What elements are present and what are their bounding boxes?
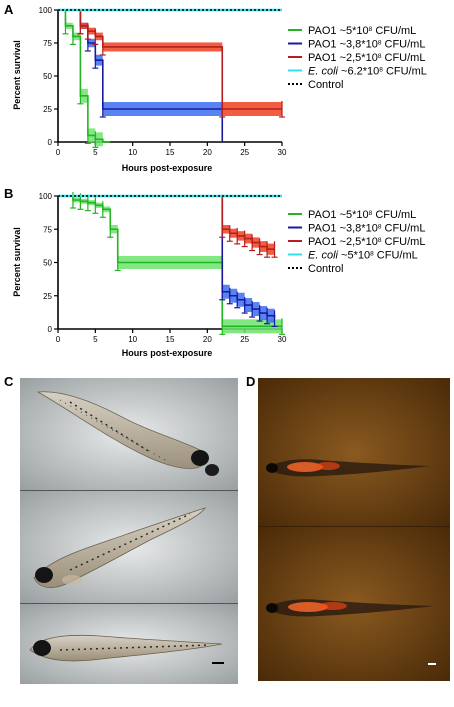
x-tick-label: 5 <box>93 148 98 157</box>
series-blue <box>58 9 224 142</box>
x-tick-label: 15 <box>166 148 175 157</box>
legend-entry: PAO1 ~3,8*108 CFU/mL <box>308 223 425 235</box>
chart-a-ylabel: Percent survival <box>12 40 22 110</box>
y-tick-label: 100 <box>39 192 53 201</box>
y-tick-label: 50 <box>43 259 52 268</box>
zebrafish-larva-1 <box>36 391 219 476</box>
x-tick-label: 25 <box>240 148 249 157</box>
y-tick-label: 0 <box>48 138 53 147</box>
y-tick-label: 25 <box>43 292 52 301</box>
series-line <box>58 9 111 143</box>
legend-entry: PAO1 ~5*108 CFU/mL <box>308 209 416 221</box>
legend-entry: Control <box>308 263 343 275</box>
chart-a-xlabel: Hours post-exposure <box>122 163 213 173</box>
panel-d-images <box>258 378 450 681</box>
x-tick-label: 20 <box>203 335 212 344</box>
legend-entry: Control <box>308 79 343 91</box>
survival-chart-a: Percent survival Hours post-exposure 0 25… <box>12 6 287 173</box>
x-tick-label: 0 <box>56 148 61 157</box>
chart-b-ylabel: Percent survival <box>12 227 22 297</box>
legend-entry: E. coli ~6.2*108 CFU/mL <box>308 66 427 78</box>
series-line <box>58 9 282 110</box>
x-tick-label: 10 <box>128 148 137 157</box>
x-tick-label: 25 <box>240 335 249 344</box>
y-tick-label: 100 <box>39 6 53 15</box>
y-tick-label: 75 <box>43 225 52 234</box>
y-tick-label: 25 <box>43 105 52 114</box>
x-tick-label: 5 <box>93 335 98 344</box>
survival-chart-b: Percent survival Hours post-exposure 0 25… <box>12 191 287 358</box>
series-line <box>58 9 224 142</box>
legend-entry: PAO1 ~5*108 CFU/mL <box>308 25 416 37</box>
legend-entry: PAO1 ~3,8*108 CFU/mL <box>308 39 425 51</box>
y-tick-label: 75 <box>43 39 52 48</box>
x-tick-label: 15 <box>166 335 175 344</box>
legend-entry: PAO1 ~2,5*108 CFU/mL <box>308 236 425 248</box>
panel-letter-b: B <box>4 186 13 201</box>
legend-entry: E. coli ~5*108 CFU/mL <box>308 250 418 262</box>
zebrafish-larva-3 <box>29 634 223 662</box>
x-tick-label: 0 <box>56 335 61 344</box>
legend-entry: PAO1 ~2,5*108 CFU/mL <box>308 52 425 64</box>
legend-b: PAO1 ~5*108 CFU/mL PAO1 ~3,8*108 CFU/mLPA… <box>288 209 425 275</box>
panel-c-images <box>20 378 238 684</box>
x-tick-label: 30 <box>278 335 287 344</box>
x-tick-label: 30 <box>278 148 287 157</box>
series-red <box>58 9 285 118</box>
series-line <box>58 195 282 328</box>
fluorescent-larva-1 <box>266 459 430 477</box>
panel-letter-c: C <box>4 374 14 389</box>
legend-a: PAO1 ~5*108 CFU/mL PAO1 ~3,8*108 CFU/mLPA… <box>288 25 427 91</box>
chart-b-xlabel: Hours post-exposure <box>122 348 213 358</box>
x-tick-label: 10 <box>128 335 137 344</box>
series-blue <box>58 195 278 327</box>
series-green <box>58 191 285 335</box>
zebrafish-larva-2 <box>33 507 206 588</box>
fluorescent-larva-2 <box>266 599 434 617</box>
x-tick-label: 20 <box>203 148 212 157</box>
fluorescence-image-1 <box>258 378 450 526</box>
y-tick-label: 50 <box>43 72 52 81</box>
series-green <box>58 9 111 148</box>
series-red <box>58 195 278 258</box>
y-tick-label: 0 <box>48 325 53 334</box>
panel-letter-d: D <box>246 374 255 389</box>
panel-letter-a: A <box>4 2 14 17</box>
